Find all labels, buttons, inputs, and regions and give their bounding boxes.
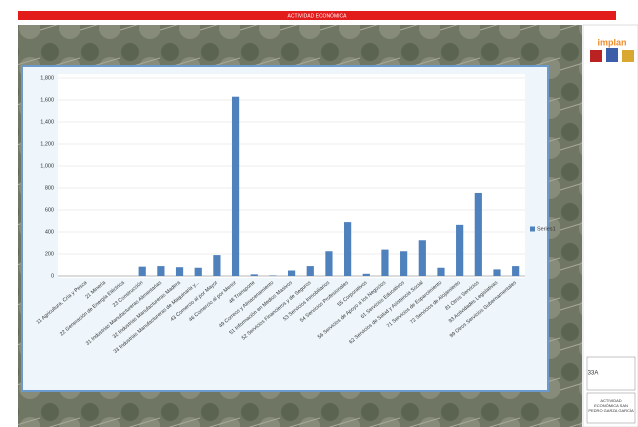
bar [231, 96, 240, 276]
sidebar [582, 24, 638, 427]
bar [493, 269, 501, 276]
logo-icon [590, 50, 602, 62]
sheet-box [586, 356, 636, 391]
y-tick-label: 1,800 [40, 75, 54, 81]
y-tick-label: 1,400 [40, 119, 54, 125]
caption: ACTIVIDAD ECONÓMICA SAN PEDRO GARZA GARC… [588, 398, 634, 413]
y-tick-label: 1,200 [40, 141, 54, 147]
bar [287, 270, 296, 276]
bar [474, 192, 482, 276]
logo-icon [606, 48, 618, 62]
bar [512, 266, 520, 276]
banner-title: ACTIVIDAD ECONÓMICA [288, 12, 348, 19]
bar [175, 267, 184, 276]
sidebar-logo: implan [597, 37, 626, 47]
banner [18, 11, 616, 20]
caption-text: ACTIVIDAD ECONÓMICA SAN PEDRO GARZA GARC… [588, 398, 634, 413]
bar [157, 266, 165, 276]
caption-box [586, 392, 636, 424]
y-tick-label: 1,600 [40, 97, 54, 103]
plot-area [58, 74, 525, 278]
bar [213, 255, 221, 276]
y-tick-label: 800 [45, 185, 54, 191]
legend-swatch [530, 226, 535, 232]
bar [437, 267, 445, 276]
bar [362, 273, 370, 276]
bar [138, 266, 146, 276]
bar [456, 224, 464, 276]
bar [381, 249, 389, 276]
logo-icon [622, 50, 634, 62]
bar [344, 222, 352, 276]
y-tick-label: 600 [45, 207, 54, 213]
bar [418, 240, 426, 276]
sheet-number: 33A [588, 371, 599, 377]
y-tick-label: 1,000 [40, 163, 54, 169]
y-tick-label: 400 [45, 229, 54, 235]
bar [269, 275, 277, 276]
legend-label: Series1 [537, 226, 556, 232]
y-tick-label: 0 [51, 273, 54, 279]
y-tick-label: 200 [45, 251, 54, 257]
bar [325, 251, 333, 276]
bar [250, 274, 258, 276]
bar [306, 266, 314, 276]
bar [400, 251, 408, 276]
bar [194, 267, 202, 276]
